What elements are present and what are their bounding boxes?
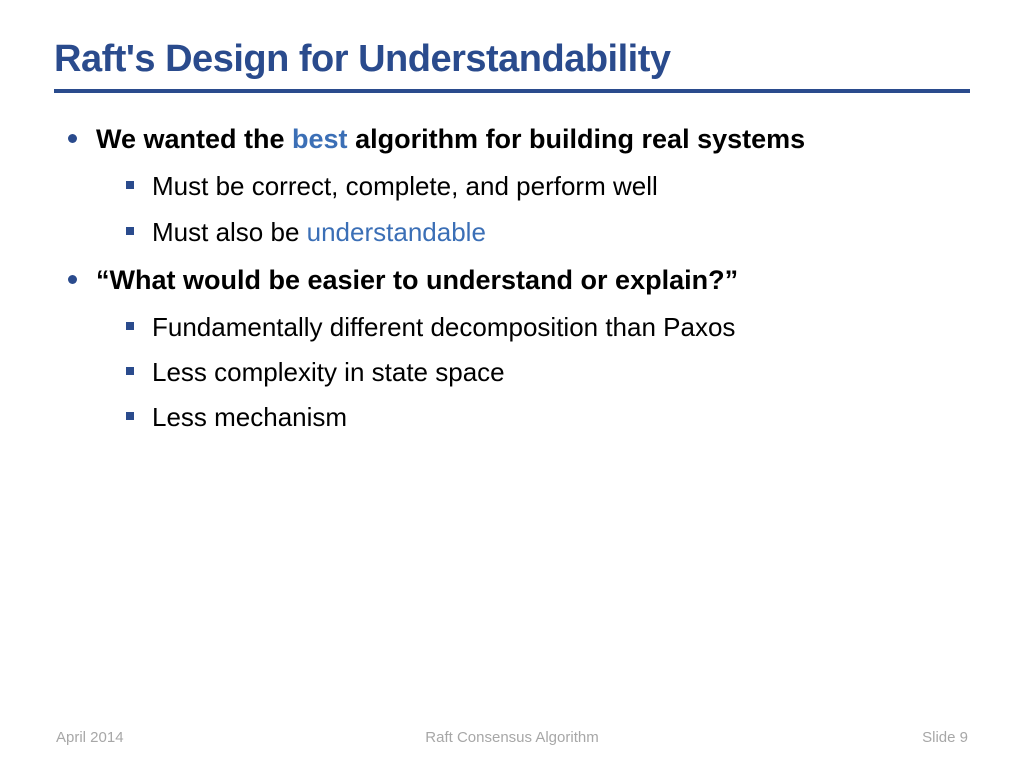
title-underline bbox=[54, 89, 970, 93]
highlight-text: best bbox=[292, 124, 348, 154]
sub-bullet-item: Fundamentally different decomposition th… bbox=[126, 310, 970, 345]
slide: Raft's Design for Understandability We w… bbox=[0, 0, 1024, 768]
bullet-head: “What would be easier to understand or e… bbox=[96, 265, 738, 295]
text: We wanted the bbox=[96, 124, 292, 154]
sub-bullet-list: Must be correct, complete, and perform w… bbox=[96, 169, 970, 249]
sub-bullet-item: Must also be understandable bbox=[126, 215, 970, 250]
text: Must be correct, complete, and perform w… bbox=[152, 171, 658, 201]
text: Less mechanism bbox=[152, 402, 347, 432]
footer-right: Slide 9 bbox=[922, 729, 968, 746]
text: Fundamentally different decomposition th… bbox=[152, 312, 735, 342]
text: “What would be easier to understand or e… bbox=[96, 265, 738, 295]
text: algorithm for building real systems bbox=[348, 124, 806, 154]
slide-title: Raft's Design for Understandability bbox=[54, 38, 970, 81]
sub-bullet-item: Less mechanism bbox=[126, 400, 970, 435]
sub-bullet-item: Must be correct, complete, and perform w… bbox=[126, 169, 970, 204]
bullet-item: “What would be easier to understand or e… bbox=[68, 262, 970, 436]
footer-left: April 2014 bbox=[56, 729, 124, 746]
bullet-item: We wanted the best algorithm for buildin… bbox=[68, 121, 970, 250]
sub-bullet-list: Fundamentally different decomposition th… bbox=[96, 310, 970, 435]
sub-bullet-item: Less complexity in state space bbox=[126, 355, 970, 390]
slide-footer: Raft Consensus Algorithm April 2014 Slid… bbox=[0, 729, 1024, 746]
footer-center: Raft Consensus Algorithm bbox=[0, 729, 1024, 746]
bullet-list: We wanted the best algorithm for buildin… bbox=[54, 121, 970, 435]
highlight-text: understandable bbox=[307, 217, 486, 247]
bullet-head: We wanted the best algorithm for buildin… bbox=[96, 124, 805, 154]
text: Less complexity in state space bbox=[152, 357, 505, 387]
text: Must also be bbox=[152, 217, 307, 247]
